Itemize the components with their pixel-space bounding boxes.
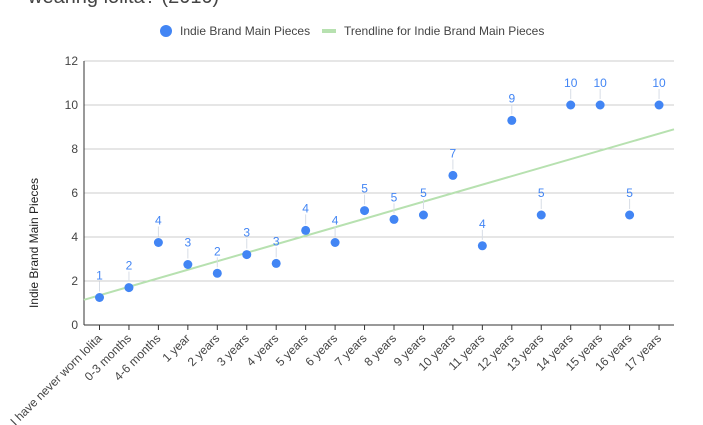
data-point: [124, 283, 134, 293]
data-point: [448, 170, 458, 180]
data-point: [360, 206, 370, 216]
data-label: 4: [479, 217, 486, 231]
data-point: [625, 210, 635, 220]
data-label: 4: [302, 201, 309, 215]
data-label: 9: [508, 91, 515, 105]
data-label: 5: [420, 186, 427, 200]
x-tick-label: 2 years: [185, 331, 223, 369]
legend: Indie Brand Main Pieces Trendline for In…: [160, 24, 544, 38]
gridlines: [83, 60, 674, 326]
data-label: 10: [593, 76, 607, 90]
x-tick-label: 3 years: [214, 331, 252, 369]
data-point: [566, 100, 576, 110]
x-tick-label: 8 years: [361, 331, 399, 369]
data-point: [212, 268, 222, 278]
data-label: 5: [361, 182, 368, 196]
data-point: [330, 238, 340, 247]
data-label: 5: [391, 190, 398, 204]
data-point: [183, 260, 193, 269]
data-point: [654, 100, 664, 110]
trendline-layer: [83, 128, 675, 301]
y-tick-label: 0: [71, 318, 78, 332]
data-label: 2: [214, 244, 221, 258]
data-points: [95, 100, 664, 302]
data-point: [507, 115, 517, 125]
data-label: 3: [273, 234, 280, 248]
y-axis-ticks: 0 2 4 6 8 10 12: [65, 54, 79, 332]
data-label: 2: [126, 259, 133, 273]
data-label: 7: [450, 146, 457, 160]
y-tick-label: 8: [71, 142, 78, 156]
y-axis-title: Indie Brand Main Pieces: [27, 178, 41, 308]
trendline: [83, 128, 675, 301]
data-label: 3: [185, 236, 192, 250]
data-point: [271, 258, 281, 268]
y-tick-label: 2: [71, 274, 78, 288]
data-point: [95, 293, 104, 302]
y-tick-label: 4: [71, 230, 78, 244]
data-label: 10: [652, 76, 666, 90]
data-point: [242, 250, 252, 260]
y-tick-label: 10: [65, 98, 79, 112]
data-point: [301, 225, 311, 235]
data-point: [595, 100, 605, 110]
data-point: [477, 241, 487, 251]
data-label: 4: [155, 214, 162, 228]
data-labels: 1 2 4 3 2 3 3 4 4 5 5 5 7 4 9 5 10 10 5 10: [96, 76, 666, 292]
data-point: [536, 210, 546, 220]
chart-title: wearing lolita? (2010): [28, 0, 219, 9]
y-tick-label: 6: [71, 186, 78, 200]
data-label: 5: [626, 186, 633, 200]
data-point: [418, 210, 428, 220]
legend-series-label: Indie Brand Main Pieces: [180, 24, 310, 38]
legend-series-marker: [160, 25, 172, 37]
x-tick-label: 4 years: [244, 331, 282, 369]
x-tick-label: 5 years: [273, 331, 311, 369]
data-label: 4: [332, 214, 339, 228]
data-label: 10: [564, 76, 578, 90]
data-point: [153, 238, 163, 247]
data-label: 5: [538, 186, 545, 200]
x-tick-label: 6 years: [302, 331, 340, 369]
data-point: [389, 214, 399, 224]
legend-trendline-label: Trendline for Indie Brand Main Pieces: [344, 24, 544, 38]
data-label: 3: [243, 226, 250, 240]
x-tick-label: 7 years: [332, 331, 370, 369]
y-tick-label: 12: [65, 54, 79, 68]
data-label: 1: [96, 269, 103, 283]
